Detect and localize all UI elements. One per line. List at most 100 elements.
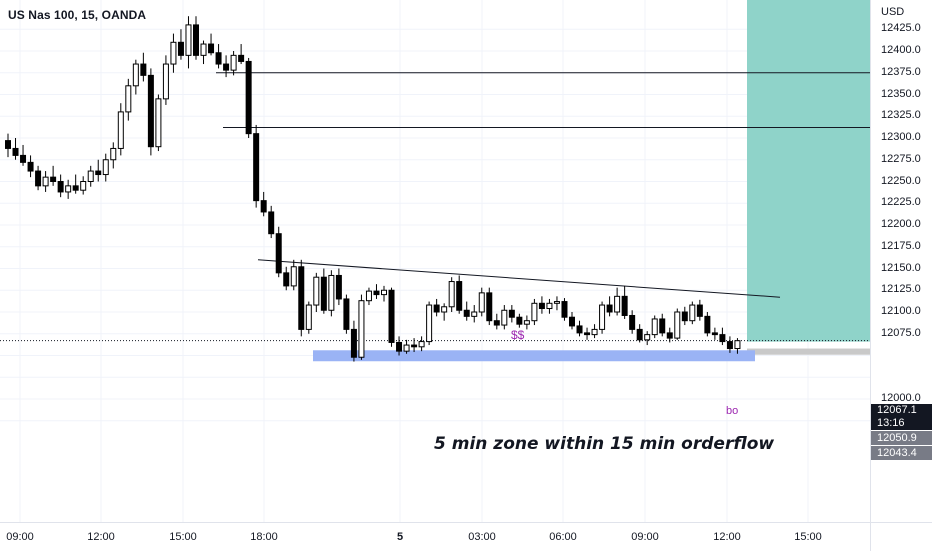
candle-body: [629, 314, 636, 330]
candle-body: [621, 295, 628, 316]
candle: [335, 268, 342, 306]
candle-body: [5, 140, 11, 149]
candle: [711, 327, 718, 340]
candle-body: [42, 176, 49, 187]
candle: [606, 296, 613, 317]
candle: [132, 59, 139, 95]
price-axis[interactable]: USD 12425.0 12400.0 12375.0 12350.0 12325.0 1…: [870, 0, 932, 522]
candle-body: [320, 276, 327, 311]
candle-body: [208, 43, 215, 54]
candle-body: [591, 328, 598, 336]
candle-body: [268, 211, 275, 235]
candle-body: [162, 63, 169, 100]
candle-body: [215, 52, 222, 65]
candle-body: [448, 281, 455, 308]
candle-body: [411, 344, 418, 348]
candle: [283, 266, 290, 291]
candle: [644, 331, 651, 346]
chart-canvas[interactable]: [0, 0, 870, 522]
candle-body: [365, 290, 372, 302]
candle-body: [140, 63, 147, 76]
candle-body: [87, 170, 94, 182]
orderflow-zone[interactable]: [313, 350, 755, 362]
candle: [358, 294, 365, 360]
candle: [681, 306, 688, 326]
price-tick: 12375.0: [881, 65, 921, 78]
candle-body: [553, 301, 560, 304]
candle-body: [681, 311, 688, 322]
candle: [433, 298, 440, 317]
candle: [50, 165, 57, 186]
candle: [80, 176, 87, 195]
liquidity-label[interactable]: $$: [511, 328, 525, 342]
candle: [651, 315, 658, 339]
bo-label[interactable]: bo: [726, 405, 739, 417]
price-tick: 12325.0: [881, 109, 921, 122]
candle-body: [493, 320, 500, 326]
candle-body: [561, 301, 568, 318]
candle: [621, 285, 628, 319]
candle: [569, 312, 575, 330]
candle: [704, 312, 711, 337]
candle-body: [335, 274, 342, 300]
risk-zone[interactable]: [747, 348, 870, 355]
trendline[interactable]: [257, 259, 781, 298]
candle-body: [704, 315, 711, 334]
candle-body: [689, 304, 696, 322]
candle: [65, 179, 72, 199]
candle: [531, 298, 538, 326]
time-tick: 09:00: [6, 531, 34, 543]
candle-body: [132, 63, 139, 87]
chart-area[interactable]: US Nas 100, 15, OANDA $$ bo 5 min zone w…: [0, 0, 870, 522]
symbol-title[interactable]: US Nas 100, 15, OANDA: [8, 8, 147, 22]
current-price-value: 12067.1: [877, 404, 917, 416]
candle-body: [501, 309, 508, 326]
candle: [343, 294, 350, 334]
candle-body: [185, 24, 192, 56]
candle-body: [456, 281, 463, 311]
candle: [223, 55, 230, 78]
stop-level-label: 12050.9: [871, 431, 932, 445]
candle-body: [177, 41, 184, 56]
candle: [170, 33, 177, 73]
candle: [125, 78, 132, 121]
candle-body: [486, 292, 493, 322]
candle-body: [418, 341, 425, 348]
candle: [328, 270, 335, 317]
candle: [456, 275, 463, 314]
candle-body: [275, 233, 282, 274]
candle-body: [711, 332, 718, 336]
candle: [486, 287, 493, 326]
candle-body: [223, 63, 230, 71]
candle-body: [516, 316, 523, 325]
candle-body: [230, 54, 237, 71]
candle-body: [463, 309, 470, 317]
candle: [726, 336, 733, 353]
candle-countdown: 13:16: [877, 417, 905, 429]
candle-body: [584, 332, 591, 336]
candle: [117, 103, 124, 156]
candle: [27, 155, 34, 178]
time-axis[interactable]: 09:00 12:00 15:00 18:00 5 03:00 06:00 09:00 12:0…: [0, 522, 870, 551]
candle-body: [674, 311, 681, 339]
candle-body: [508, 309, 515, 318]
candle: [57, 174, 64, 198]
candle: [5, 133, 11, 158]
price-tick: 12100.0: [881, 305, 921, 317]
candle: [576, 320, 583, 337]
target-zone[interactable]: [747, 0, 870, 342]
candle-body: [426, 304, 433, 343]
candle: [260, 191, 267, 217]
candle: [230, 51, 237, 76]
candle: [734, 338, 741, 354]
candle-body: [636, 328, 643, 341]
candle-body: [606, 304, 613, 313]
candle: [185, 16, 192, 69]
candle: [290, 259, 297, 291]
price-tick: 12075.0: [881, 326, 921, 339]
candle: [591, 324, 598, 339]
candle: [441, 303, 448, 321]
candle: [102, 153, 109, 182]
candle: [350, 320, 357, 362]
zone-annotation-text[interactable]: 5 min zone within 15 min orderflow: [434, 434, 775, 454]
